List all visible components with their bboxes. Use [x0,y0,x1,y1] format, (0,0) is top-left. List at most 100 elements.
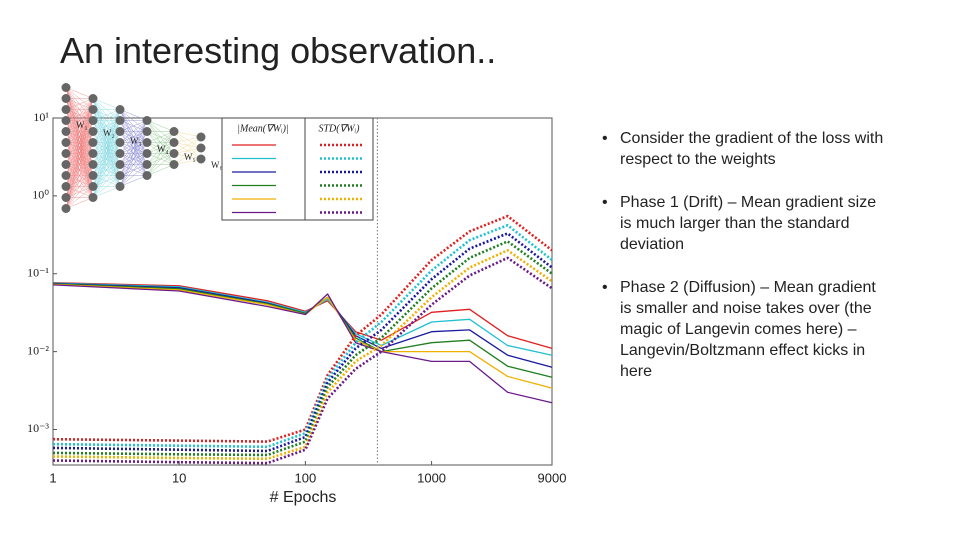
network-node [88,193,98,202]
network-edge [65,98,94,198]
y-tick-label: 10⁻¹ [27,265,49,279]
network-edge [65,98,94,143]
network-edge [65,131,94,209]
series-line [52,284,553,404]
network-node [142,116,152,125]
network-edge [146,120,175,132]
network-node [61,116,71,125]
network-node [61,105,71,114]
network-edge [146,131,175,165]
network-edge [65,120,94,209]
network-node [115,138,125,147]
network-edge [119,120,148,154]
network-node [115,105,125,114]
y-tick-label: 10⁻³ [27,421,49,435]
series-line [52,283,553,389]
network-edge [173,136,202,154]
bullet: Consider the gradient of the loss with r… [600,128,890,170]
network-edge [173,136,202,143]
network-edge [119,120,148,132]
network-node [142,138,152,147]
network-node [115,116,125,125]
network-node [61,204,71,213]
network-edge [65,175,94,209]
network-edge [65,87,94,99]
x-tick-label: 1000 [417,470,446,485]
network-edge [65,98,94,121]
network-edge [92,109,121,187]
series-line [52,240,553,457]
network-node [61,127,71,136]
network-edge [65,197,94,209]
network-edge [65,186,94,209]
network-node [61,138,71,147]
network-node [61,160,71,169]
network-node [61,182,71,191]
network-edge [119,142,148,187]
network-node [115,149,125,158]
network-edge [65,98,94,187]
x-axis-label: # Epochs [270,489,337,506]
network-edge [146,142,175,176]
network-edge [65,164,94,209]
network-edge [119,120,148,165]
network-node [61,83,71,92]
network-node [88,94,98,103]
network-edge [92,175,121,198]
network-node [88,105,98,114]
network-node [115,171,125,180]
network-node [115,182,125,191]
network-edge [65,109,94,209]
network-edge [173,147,202,165]
y-tick-label: 10⁻² [27,343,49,357]
network-edge [119,175,148,187]
network-edge [92,120,121,198]
legend-box [221,117,374,221]
network-edge [65,98,94,154]
network-node [142,160,152,169]
network-edge [92,142,121,198]
network-label: W₅ [184,152,196,162]
network-node [88,171,98,180]
series-line [52,249,553,461]
network-edge [92,109,121,165]
network-label: W₃ [130,136,142,146]
legend-header: |Mean(∇Wᵢ)| [237,123,289,134]
series-line [52,256,553,465]
network-node [88,138,98,147]
network-edge [146,131,175,176]
network-edge [92,98,121,110]
network-node [196,154,206,164]
network-node [142,171,152,180]
slide-title: An interesting observation.. [60,30,497,71]
network-edge [119,109,148,121]
network-edge [119,120,148,176]
network-edge [65,98,94,209]
network-node [88,116,98,125]
network-edge [146,153,175,176]
network-edge [119,131,148,187]
network-label: W₂ [103,128,115,138]
network-node [115,160,125,169]
network-node [61,149,71,158]
network-node [196,132,206,142]
series-line [52,214,553,443]
network-edge [65,98,94,132]
series-line [52,282,553,356]
bullet: Phase 2 (Diffusion) – Mean gradient is s… [600,277,890,382]
legend-header: STD(∇Wᵢ) [318,123,360,134]
network-edge [92,153,121,198]
series-line [52,232,553,453]
network-node [88,127,98,136]
network-edge [65,98,94,110]
series-line [52,223,553,449]
network-edge [119,164,148,187]
network-edge [92,186,121,198]
network-edge [65,98,94,176]
chart: W₁ W₂ W₃ W₄ W₅ W₆ |Mean(∇Wᵢ)| STD(∇Wᵢ) # Epoc… [27,83,566,506]
network-node [115,127,125,136]
network-edge [173,131,202,138]
network-node [142,127,152,136]
y-tick-label: 10¹ [33,110,49,124]
